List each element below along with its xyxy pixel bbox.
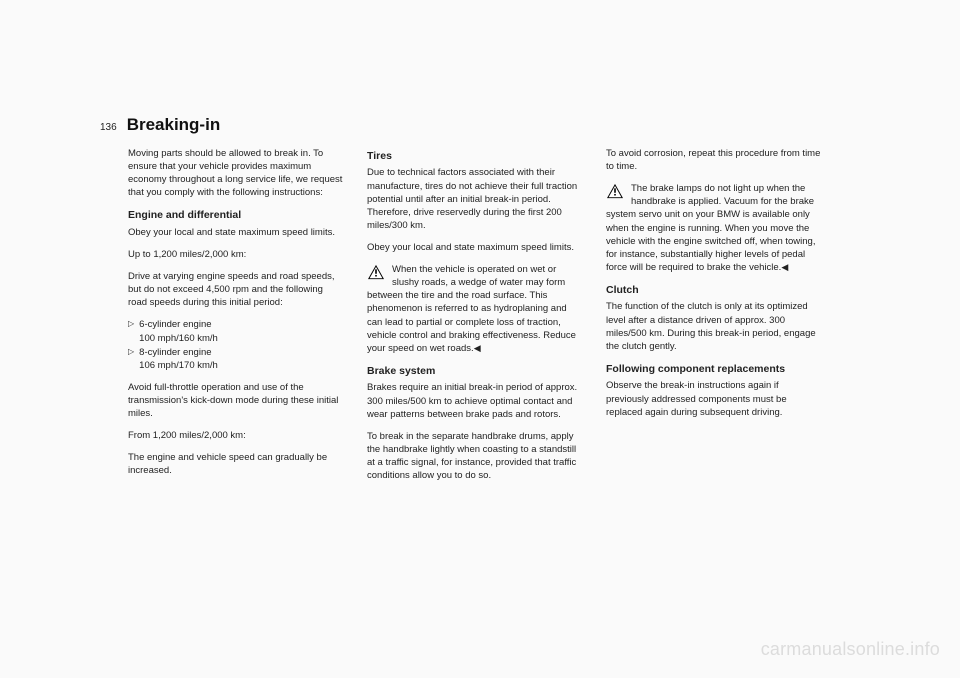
- column-2: Tires Due to technical factors associate…: [367, 147, 582, 491]
- paragraph: Obey your local and state maximum speed …: [128, 226, 343, 239]
- paragraph: The engine and vehicle speed can gradual…: [128, 451, 343, 477]
- paragraph: Obey your local and state maximum speed …: [367, 241, 582, 254]
- intro-paragraph: Moving parts should be allowed to break …: [128, 147, 343, 199]
- warning-text: When the vehicle is operated on wet or s…: [367, 264, 576, 354]
- list-item-line: 106 mph/170 km/h: [139, 359, 343, 372]
- paragraph: To break in the separate handbrake drums…: [367, 430, 582, 482]
- paragraph: Observe the break-in instructions again …: [606, 379, 821, 418]
- end-mark-icon: ◀: [781, 262, 788, 272]
- engine-speed-list: ▷ 6-cylinder engine 100 mph/160 km/h ▷ 8…: [128, 318, 343, 371]
- list-item-line: 6-cylinder engine: [139, 318, 343, 331]
- warning-block: When the vehicle is operated on wet or s…: [367, 263, 582, 355]
- heading-tires: Tires: [367, 149, 582, 163]
- list-item-body: 6-cylinder engine 100 mph/160 km/h: [139, 318, 343, 344]
- paragraph: Up to 1,200 miles/2,000 km:: [128, 248, 343, 261]
- column-3: To avoid corrosion, repeat this procedur…: [606, 147, 821, 491]
- paragraph: Avoid full-throttle operation and use of…: [128, 381, 343, 420]
- warning-icon: [367, 264, 385, 280]
- list-item-body: 8-cylinder engine 106 mph/170 km/h: [139, 346, 343, 372]
- paragraph: To avoid corrosion, repeat this procedur…: [606, 147, 821, 173]
- page-header: 136 Breaking-in: [100, 115, 860, 135]
- content-columns: Moving parts should be allowed to break …: [128, 147, 860, 491]
- list-item: ▷ 6-cylinder engine 100 mph/160 km/h: [128, 318, 343, 344]
- heading-brake: Brake system: [367, 364, 582, 378]
- paragraph: From 1,200 miles/2,000 km:: [128, 429, 343, 442]
- paragraph: Brakes require an initial break-in perio…: [367, 381, 582, 420]
- page-number: 136: [100, 117, 117, 133]
- watermark: carmanualsonline.info: [761, 639, 940, 660]
- paragraph: The function of the clutch is only at it…: [606, 300, 821, 352]
- warning-block: The brake lamps do not light up when the…: [606, 182, 821, 274]
- heading-following: Following component replacements: [606, 362, 821, 376]
- list-item-line: 8-cylinder engine: [139, 346, 343, 359]
- end-mark-icon: ◀: [474, 343, 481, 353]
- warning-text: The brake lamps do not light up when the…: [606, 183, 815, 273]
- list-item: ▷ 8-cylinder engine 106 mph/170 km/h: [128, 346, 343, 372]
- column-1: Moving parts should be allowed to break …: [128, 147, 343, 491]
- manual-page: 136 Breaking-in Moving parts should be a…: [100, 115, 860, 491]
- heading-clutch: Clutch: [606, 283, 821, 297]
- warning-icon: [606, 183, 624, 199]
- triangle-bullet-icon: ▷: [128, 318, 134, 344]
- paragraph: Drive at varying engine speeds and road …: [128, 270, 343, 309]
- list-item-line: 100 mph/160 km/h: [139, 332, 343, 345]
- paragraph: Due to technical factors associated with…: [367, 166, 582, 232]
- heading-engine: Engine and differential: [128, 208, 343, 222]
- triangle-bullet-icon: ▷: [128, 346, 134, 372]
- page-title: Breaking-in: [127, 115, 221, 135]
